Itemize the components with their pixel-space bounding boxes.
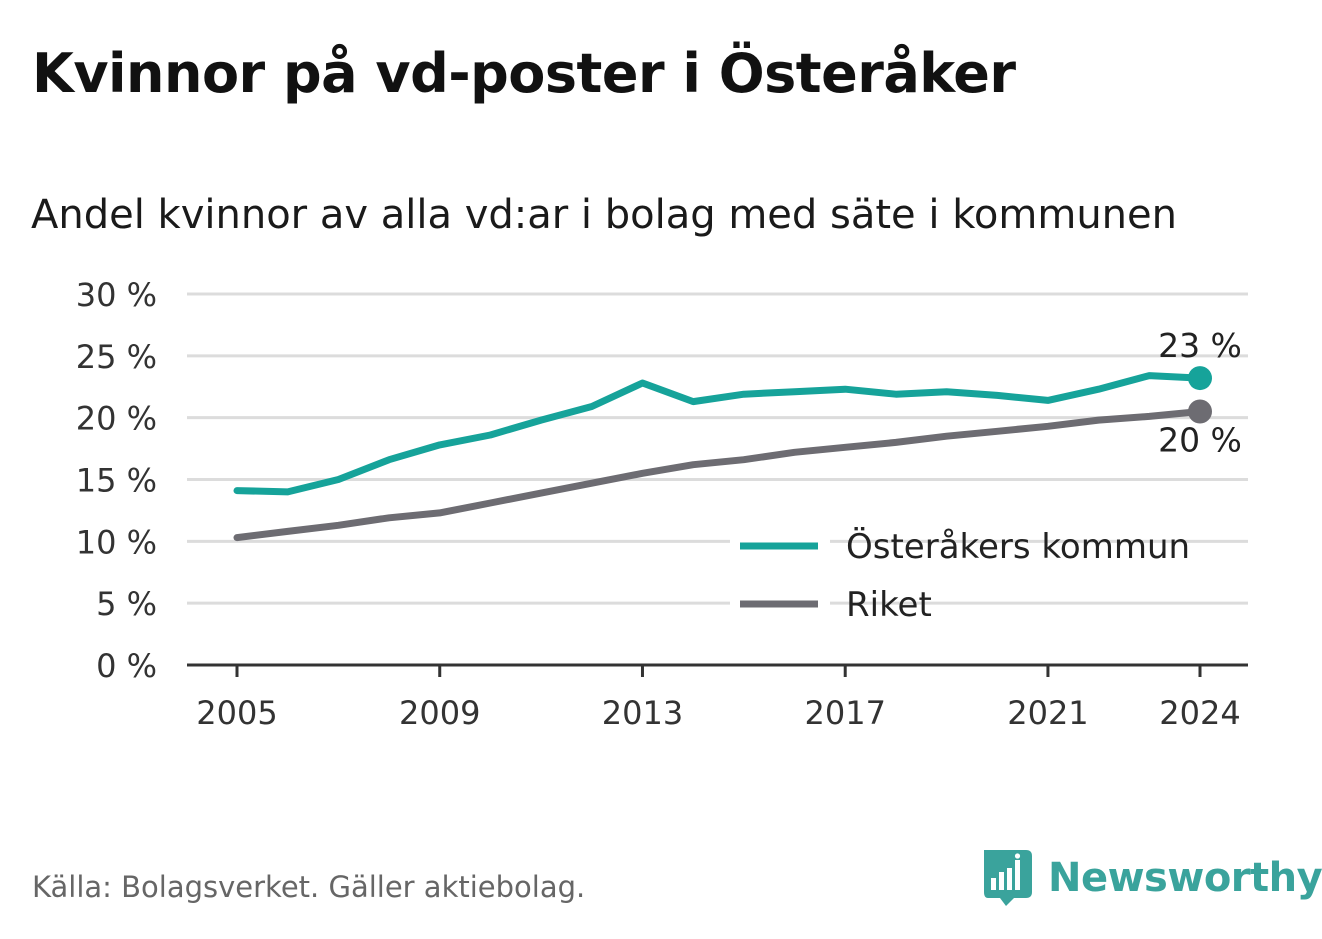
gridlines: [187, 292, 1248, 605]
y-axis: 0 % 5 % 10 % 15 % 20 % 25 % 30 %: [76, 276, 157, 685]
legend: Österåkers kommun Riket: [730, 526, 1190, 625]
x-axis: 2005 2009 2013 2017 2021 2024: [187, 663, 1248, 732]
end-value-label: 23 %: [1158, 326, 1242, 365]
bar-chart-speech-bubble-icon: [984, 850, 1032, 906]
legend-label: Riket: [846, 585, 932, 625]
x-tick-label: 2013: [602, 694, 683, 732]
brand-logo: Newsworthy: [980, 848, 1322, 908]
y-tick-label: 20 %: [76, 400, 157, 438]
x-tick-label: 2009: [399, 694, 480, 732]
y-tick-label: 25 %: [76, 338, 157, 376]
end-point-marker: [1188, 366, 1212, 391]
legend-label: Österåkers kommun: [846, 526, 1190, 567]
x-tick-label: 2021: [1007, 694, 1088, 732]
x-tick-label: 2017: [804, 694, 885, 732]
y-tick-label: 10 %: [76, 523, 157, 561]
y-tick-label: 5 %: [96, 585, 157, 623]
chart-title: Kvinnor på vd-poster i Österåker: [32, 42, 1016, 105]
y-tick-label: 0 %: [96, 647, 157, 685]
source-note: Källa: Bolagsverket. Gäller aktiebolag.: [32, 870, 586, 904]
chart-subtitle: Andel kvinnor av alla vd:ar i bolag med …: [31, 192, 1177, 238]
y-tick-label: 30 %: [76, 276, 157, 314]
x-tick-label: 2024: [1159, 694, 1240, 732]
series-lines: 20 % 23 %: [233, 326, 1242, 542]
y-tick-label: 15 %: [76, 462, 157, 500]
end-value-label: 20 %: [1158, 420, 1242, 459]
end-point-marker: [1188, 399, 1212, 424]
x-tick-label: 2005: [196, 694, 277, 732]
series-line-osteraker: [233, 372, 1204, 496]
brand-name: Newsworthy: [1048, 855, 1322, 901]
series-line-riket: [233, 408, 1204, 542]
